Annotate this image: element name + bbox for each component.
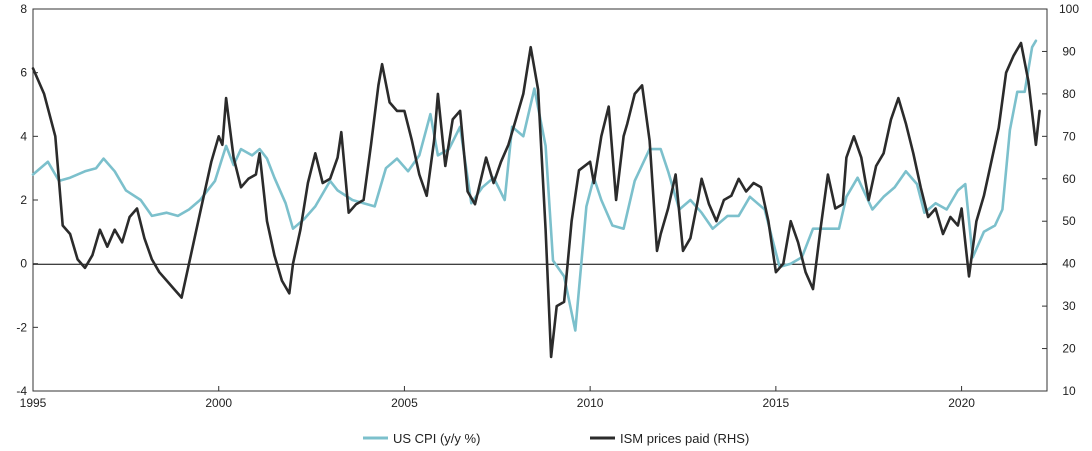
plot-frame [32, 8, 1048, 392]
x-tick-label: 2020 [948, 396, 975, 410]
series-layer [31, 39, 1041, 359]
right-tick-label: 10 [1062, 384, 1076, 398]
right-tick-label: 70 [1062, 129, 1076, 143]
right-tick-label: 60 [1062, 172, 1076, 186]
x-tick-label: 2005 [391, 396, 418, 410]
x-tick-label: 1995 [20, 396, 47, 410]
legend-label-cpi: US CPI (y/y %) [393, 431, 480, 446]
left-tick-label: 0 [20, 257, 27, 271]
right-tick-label: 100 [1059, 2, 1079, 16]
right-tick-label: 20 [1062, 342, 1076, 356]
left-tick-label: 4 [20, 129, 27, 143]
left-tick-label: 2 [20, 193, 27, 207]
right-y-axis-ticks: 10 20 30 40 50 60 70 80 90 100 [1042, 2, 1079, 398]
left-tick-label: 8 [20, 2, 27, 16]
legend: US CPI (y/y %) ISM prices paid (RHS) [363, 431, 749, 446]
x-tick-label: 2015 [763, 396, 790, 410]
right-tick-label: 90 [1062, 44, 1076, 58]
right-tick-label: 80 [1062, 87, 1076, 101]
left-y-axis-ticks: -4 -2 0 2 4 6 8 [16, 2, 38, 398]
x-tick-label: 2010 [577, 396, 604, 410]
right-tick-label: 30 [1062, 299, 1076, 313]
right-tick-label: 40 [1062, 257, 1076, 271]
legend-label-ism: ISM prices paid (RHS) [620, 431, 749, 446]
right-tick-label: 50 [1062, 214, 1076, 228]
left-tick-label: 6 [20, 66, 27, 80]
x-tick-label: 2000 [205, 396, 232, 410]
x-axis-ticks: 1995 2000 2005 2010 2015 2020 [20, 386, 975, 410]
left-tick-label: -2 [16, 320, 27, 334]
series-line-cpi [31, 39, 1038, 332]
series-line-ism [31, 41, 1041, 359]
left-tick-label: -4 [16, 384, 27, 398]
